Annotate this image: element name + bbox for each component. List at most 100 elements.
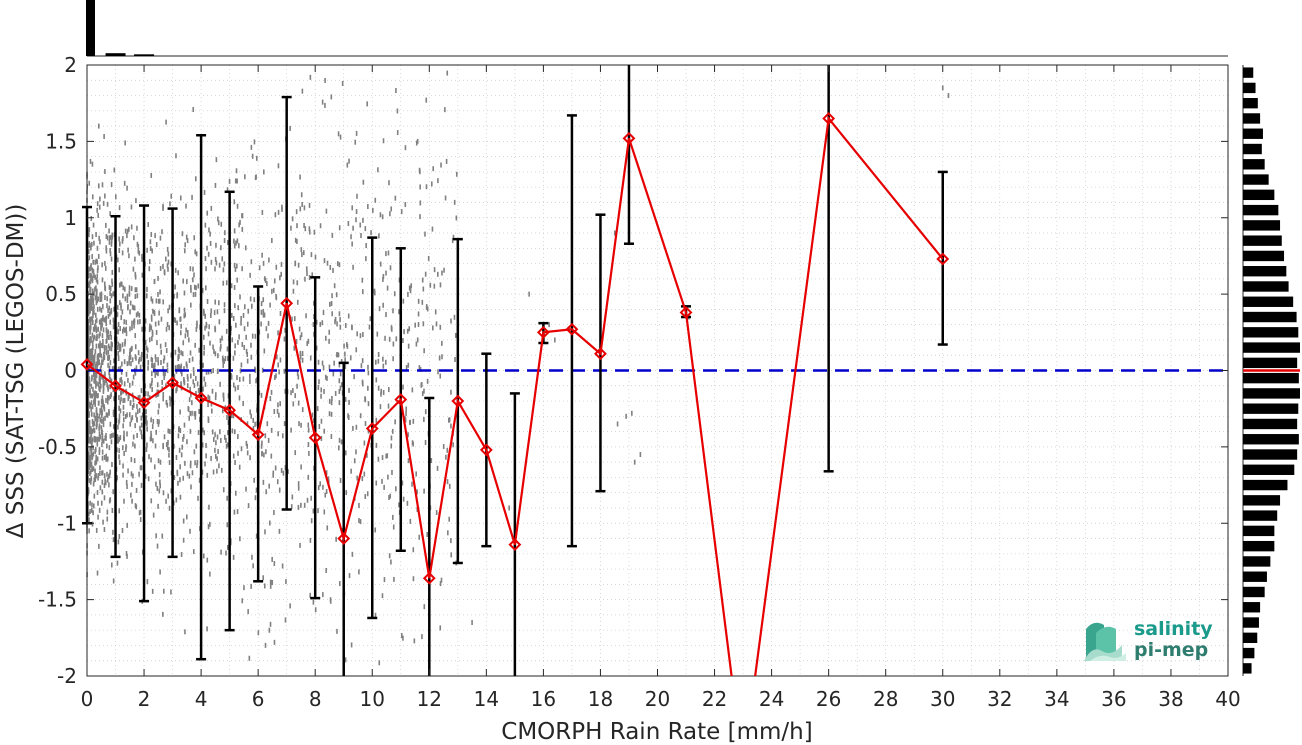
scatter-point [118,282,121,288]
scatter-point [125,319,127,325]
scatter-point [217,353,219,359]
scatter-point [631,410,633,416]
scatter-point [88,528,90,534]
scatter-point [180,371,183,377]
scatter-point [317,508,319,514]
scatter-point [88,381,91,387]
right-hist-bar [1243,143,1262,155]
scatter-point [282,470,285,476]
scatter-point [307,442,310,448]
scatter-point [329,264,332,270]
scatter-point [102,338,104,344]
scatter-point [306,341,309,347]
scatter-point [256,377,258,383]
scatter-point [128,285,131,291]
scatter-point [435,510,438,516]
scatter-point [169,401,171,407]
scatter-point [156,370,159,376]
scatter-point [94,460,97,466]
scatter-point [401,633,403,639]
scatter-point [248,655,251,661]
scatter-point [264,433,267,439]
scatter-point [132,473,134,479]
scatter-point [168,395,171,401]
scatter-point [177,270,179,276]
scatter-point [450,552,453,558]
scatter-point [350,468,352,474]
scatter-point [238,334,240,340]
scatter-point [125,371,128,377]
scatter-point [159,289,161,295]
scatter-point [98,377,101,383]
scatter-point [90,437,92,443]
scatter-point [108,498,111,504]
scatter-point [122,472,124,478]
scatter-point [134,287,137,293]
scatter-point [95,454,97,460]
scatter-point [274,212,277,218]
scatter-point [95,293,98,299]
scatter-point [162,205,164,211]
scatter-point [88,459,91,465]
scatter-point [104,169,106,175]
scatter-point [275,264,278,270]
scatter-point [183,380,186,386]
scatter-point [91,194,94,200]
scatter-point [296,299,299,305]
scatter-point [300,332,303,338]
scatter-point [103,403,105,409]
scatter-point [388,553,391,559]
scatter-point [347,221,350,227]
scatter-point [175,454,178,460]
scatter-point [405,406,408,412]
x-tick-label: 34 [1044,687,1069,711]
scatter-point [273,408,276,414]
scatter-point [93,421,96,427]
scatter-point [361,379,364,385]
scatter-point [93,310,95,316]
scatter-point [390,443,393,449]
scatter-point [207,524,210,530]
scatter-point [106,235,109,241]
scatter-point [205,443,207,449]
scatter-point [185,514,188,520]
scatter-point [150,381,153,387]
scatter-point [324,77,326,83]
scatter-point [139,425,141,431]
scatter-point [191,410,193,416]
scatter-point [324,102,326,108]
scatter-point [152,308,154,314]
scatter-point [211,408,213,414]
scatter-point [91,437,94,443]
scatter-point [150,356,153,362]
scatter-point [441,270,443,276]
scatter-point [103,281,106,287]
scatter-point [136,293,139,299]
scatter-point [346,343,349,349]
scatter-point [94,274,96,280]
scatter-point [334,316,337,322]
scatter-point [106,412,109,418]
scatter-point [109,291,111,297]
scatter-point [324,374,327,380]
scatter-point [392,524,395,530]
scatter-point [269,583,272,589]
x-tick-label: 26 [816,687,841,711]
scatter-point [168,325,171,331]
scatter-point [408,326,411,332]
scatter-point [398,277,401,283]
scatter-point [191,470,194,476]
scatter-point [113,365,115,371]
scatter-point [176,364,179,370]
scatter-point [111,562,113,568]
scatter-point [205,369,208,375]
x-tick-label: 24 [759,687,784,711]
scatter-point [110,309,112,315]
scatter-point [385,251,387,257]
scatter-point [293,345,296,351]
scatter-point [124,341,126,347]
scatter-point [249,296,252,302]
scatter-point [101,442,103,448]
scatter-point [217,449,219,455]
scatter-point [375,442,378,448]
